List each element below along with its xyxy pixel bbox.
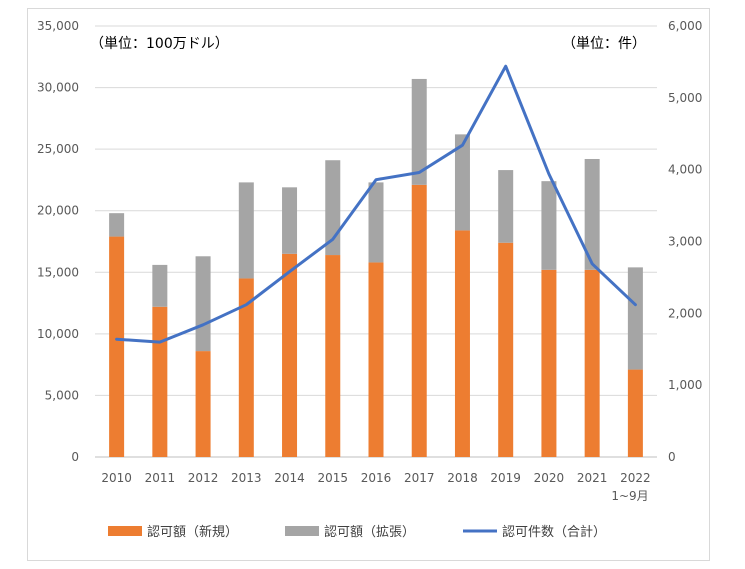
right-tick-label: 0 xyxy=(668,450,676,464)
bar-new-2016 xyxy=(368,262,384,457)
x-tick-label: 2016 xyxy=(361,471,392,485)
left-tick-label: 0 xyxy=(71,450,79,464)
right-tick-label: 2,000 xyxy=(668,306,702,320)
bar-expansion-2015 xyxy=(325,160,341,256)
right-tick-label: 4,000 xyxy=(668,163,702,177)
x-tick-label: 2019 xyxy=(490,471,521,485)
right-tick-label: 3,000 xyxy=(668,235,702,249)
right-tick-label: 5,000 xyxy=(668,91,702,105)
left-axis-unit-label: （単位：100万ドル） xyxy=(90,36,229,52)
right-axis-unit-label: （単位：件） xyxy=(562,36,646,52)
bar-series xyxy=(109,78,643,457)
bar-expansion-2014 xyxy=(282,187,298,254)
bar-new-2017 xyxy=(411,184,427,457)
line-series xyxy=(115,64,637,344)
legend-label-count: 認可件数（合計） xyxy=(502,524,606,540)
bar-new-2020 xyxy=(541,269,557,457)
left-tick-label: 35,000 xyxy=(37,19,79,33)
bar-expansion-2017 xyxy=(411,78,427,185)
bar-new-2019 xyxy=(498,242,514,457)
x-tick-label: 2020 xyxy=(534,471,565,485)
bar-expansion-2019 xyxy=(498,170,514,243)
bar-expansion-2011 xyxy=(152,264,168,307)
x-tick-label: 2013 xyxy=(231,471,262,485)
left-tick-label: 10,000 xyxy=(37,327,79,341)
bar-expansion-2021 xyxy=(584,158,600,270)
x-tick-label: 2017 xyxy=(404,471,435,485)
legend: 認可額（新規） 認可額（拡張） 認可件数（合計） xyxy=(108,524,606,540)
bar-new-2018 xyxy=(454,230,470,457)
x-tick-label: 2018 xyxy=(447,471,478,485)
x-tick-label: 2021 xyxy=(577,471,608,485)
bar-expansion-2022 xyxy=(627,267,643,370)
legend-label-expansion: 認可額（拡張） xyxy=(324,524,415,540)
x-tick-label: 2010 xyxy=(101,471,132,485)
x-tick-label: 2012 xyxy=(188,471,219,485)
x-tick-label: 2011 xyxy=(145,471,176,485)
bar-new-2012 xyxy=(195,351,211,457)
legend-label-new: 認可額（新規） xyxy=(147,524,238,540)
bar-new-2015 xyxy=(325,255,341,457)
legend-swatch-new xyxy=(108,526,142,536)
left-tick-label: 15,000 xyxy=(37,265,79,279)
left-tick-label: 25,000 xyxy=(37,142,79,156)
x-tick-note-2022: 1~9月 xyxy=(611,489,648,503)
x-tick-label: 2022 xyxy=(620,471,651,485)
bar-new-2021 xyxy=(584,269,600,457)
legend-swatch-expansion xyxy=(285,526,319,536)
bar-expansion-2012 xyxy=(195,256,211,352)
bar-new-2014 xyxy=(282,253,298,457)
bar-new-2013 xyxy=(238,278,254,457)
left-tick-label: 30,000 xyxy=(37,81,79,95)
bar-expansion-2010 xyxy=(109,213,125,237)
right-tick-label: 6,000 xyxy=(668,19,702,33)
left-tick-label: 5,000 xyxy=(45,388,79,402)
bar-expansion-2018 xyxy=(454,134,470,231)
bar-expansion-2016 xyxy=(368,182,384,263)
right-tick-label: 1,000 xyxy=(668,378,702,392)
bar-new-2022 xyxy=(627,369,643,457)
bar-expansion-2013 xyxy=(238,182,254,279)
bar-new-2011 xyxy=(152,306,168,457)
x-tick-label: 2014 xyxy=(274,471,305,485)
x-tick-label: 2015 xyxy=(317,471,348,485)
bar-expansion-2020 xyxy=(541,181,557,270)
axes: 0 5,000 10,000 15,000 20,000 25,000 30,000 35,0… xyxy=(37,19,702,485)
left-tick-label: 20,000 xyxy=(37,204,79,218)
bar-new-2010 xyxy=(109,236,125,457)
